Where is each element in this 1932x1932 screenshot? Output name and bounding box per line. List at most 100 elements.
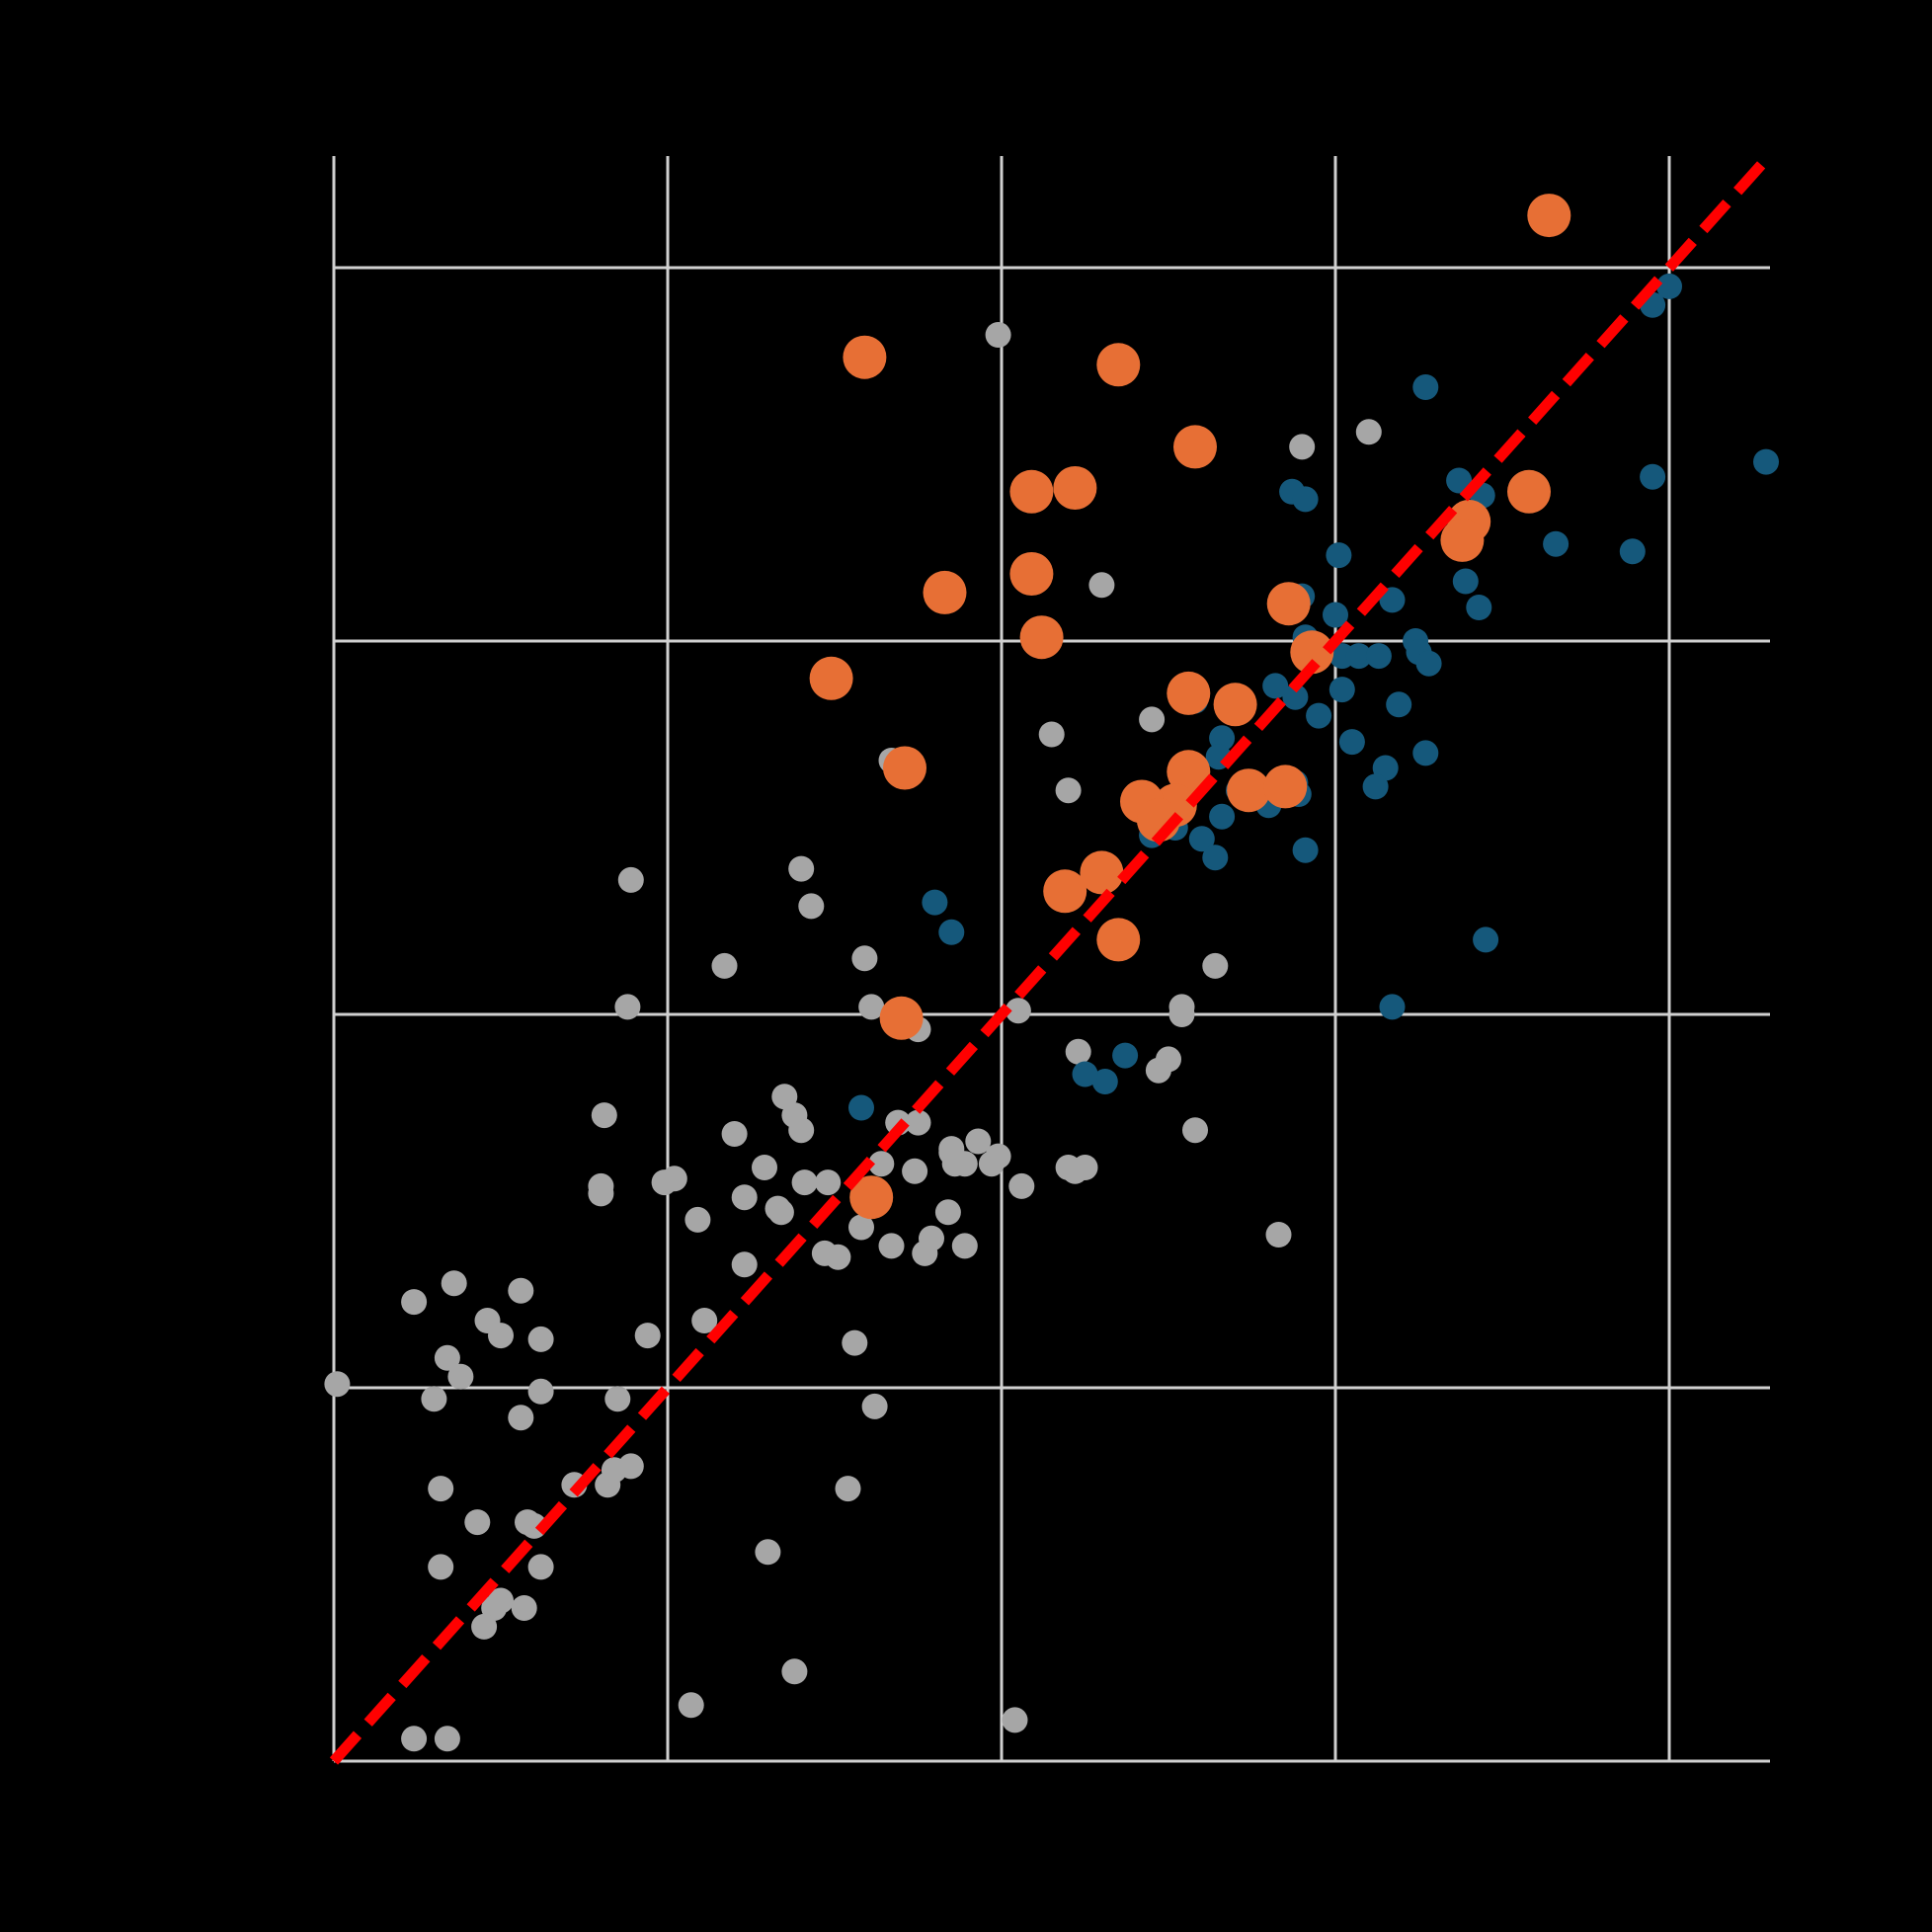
data-point xyxy=(815,1169,842,1196)
data-point xyxy=(1065,1038,1091,1065)
data-point xyxy=(842,1329,868,1356)
data-point xyxy=(1326,542,1352,569)
data-point xyxy=(1182,1117,1208,1144)
data-point xyxy=(868,1151,895,1177)
data-point xyxy=(1088,572,1115,599)
data-point xyxy=(849,1175,894,1220)
data-point xyxy=(1543,530,1570,557)
data-point xyxy=(811,1240,838,1266)
series-2 xyxy=(809,194,1571,1220)
data-point xyxy=(1202,952,1229,979)
data-point xyxy=(447,1363,474,1390)
data-point xyxy=(1167,671,1211,715)
data-point xyxy=(1412,740,1439,766)
data-point xyxy=(1188,826,1215,852)
data-point xyxy=(1055,777,1082,804)
data-point xyxy=(1202,845,1229,871)
data-point xyxy=(428,1476,454,1502)
data-point xyxy=(1008,1172,1035,1199)
data-point xyxy=(1053,466,1097,510)
data-point xyxy=(1002,1707,1028,1733)
data-point xyxy=(878,1233,905,1259)
data-point xyxy=(1323,602,1348,628)
data-point xyxy=(809,656,853,700)
data-point xyxy=(721,1121,748,1147)
data-point xyxy=(428,1554,454,1580)
data-point xyxy=(1306,702,1332,729)
data-point xyxy=(1145,1057,1171,1084)
data-point xyxy=(1338,729,1365,756)
data-point xyxy=(1096,343,1141,387)
data-point xyxy=(617,866,644,893)
data-point xyxy=(401,1726,428,1752)
data-point xyxy=(711,952,738,979)
data-point xyxy=(1266,582,1311,626)
data-point xyxy=(1379,587,1406,613)
data-point xyxy=(938,1139,965,1166)
data-point xyxy=(1139,706,1166,733)
data-point xyxy=(1019,615,1064,660)
data-point xyxy=(905,1109,931,1136)
data-point xyxy=(788,855,815,882)
data-point xyxy=(934,1199,961,1226)
data-point xyxy=(1292,486,1319,513)
data-point xyxy=(1345,643,1372,670)
data-point xyxy=(421,1386,447,1412)
data-point xyxy=(1619,538,1646,565)
data-point xyxy=(508,1405,534,1431)
data-point xyxy=(1080,850,1124,895)
data-point xyxy=(1365,643,1392,670)
data-point xyxy=(588,1180,614,1207)
data-point xyxy=(1452,568,1479,595)
data-point xyxy=(1096,918,1141,962)
data-point xyxy=(1005,998,1031,1024)
data-point xyxy=(1038,721,1065,748)
data-point xyxy=(684,1206,711,1233)
data-point xyxy=(527,1326,554,1352)
data-point xyxy=(848,1094,874,1121)
data-point xyxy=(1265,1222,1292,1248)
data-point xyxy=(617,1453,644,1480)
data-point xyxy=(1072,1155,1098,1180)
data-point xyxy=(1656,273,1682,299)
data-point xyxy=(434,1344,460,1371)
data-point xyxy=(767,1199,794,1226)
data-point xyxy=(1386,691,1412,718)
data-point xyxy=(1262,673,1289,699)
data-point xyxy=(678,1692,704,1719)
data-point xyxy=(922,889,948,916)
data-point xyxy=(434,1726,460,1752)
data-point xyxy=(1043,869,1087,914)
data-point xyxy=(978,1151,1005,1177)
data-point xyxy=(324,1371,351,1398)
data-point xyxy=(1227,768,1271,813)
data-point xyxy=(1640,463,1666,490)
data-point xyxy=(755,1539,781,1566)
data-point xyxy=(781,1658,808,1685)
data-point xyxy=(691,1308,718,1333)
data-point xyxy=(951,1233,978,1259)
data-point xyxy=(1507,469,1551,514)
data-point xyxy=(488,1323,514,1349)
data-point xyxy=(1282,684,1309,710)
data-point xyxy=(614,994,641,1020)
data-point xyxy=(651,1169,678,1196)
data-point xyxy=(861,1393,888,1419)
data-point xyxy=(798,893,825,920)
data-point xyxy=(731,1251,758,1278)
data-point xyxy=(923,570,967,614)
data-point xyxy=(1209,803,1236,830)
data-point xyxy=(1412,374,1439,400)
data-point xyxy=(1173,425,1217,469)
data-point xyxy=(1753,448,1779,475)
data-point xyxy=(511,1595,537,1621)
data-point xyxy=(1355,419,1382,445)
data-point xyxy=(1091,1069,1118,1094)
data-point xyxy=(1362,773,1389,800)
data-point xyxy=(488,1587,514,1614)
data-point xyxy=(515,1509,540,1536)
data-point xyxy=(791,1169,818,1196)
data-point xyxy=(464,1509,491,1536)
data-point xyxy=(879,996,924,1040)
